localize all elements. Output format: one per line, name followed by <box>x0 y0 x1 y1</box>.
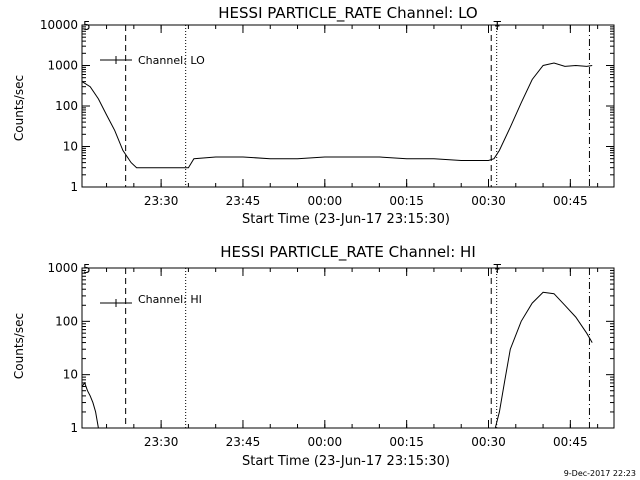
footer-timestamp: 9-Dec-2017 22:23 <box>564 469 636 478</box>
x-tick-label: 23:30 <box>144 194 179 208</box>
panel-lo: HESSI PARTICLE_RATE Channel: LO Start Ti… <box>12 4 615 227</box>
series-line <box>81 62 593 169</box>
x-axis-label: Start Time (23-Jun-17 23:15:30) <box>242 454 450 469</box>
series-line <box>81 381 99 429</box>
x-tick-label: 00:00 <box>308 194 343 208</box>
x-tick-label: 00:30 <box>471 435 506 449</box>
x-tick-label: 00:00 <box>308 435 343 449</box>
x-tick-label: 00:30 <box>471 194 506 208</box>
chart-title: HESSI PARTICLE_RATE Channel: HI <box>220 243 476 262</box>
x-tick-label: 00:15 <box>389 435 424 449</box>
chart-title: HESSI PARTICLE_RATE Channel: LO <box>218 4 477 23</box>
corner-glyph: 5 <box>83 19 91 33</box>
panel-hi: HESSI PARTICLE_RATE Channel: HI Start Ti… <box>12 243 615 469</box>
y-tick-label: 1 <box>70 421 78 435</box>
marker-glyph: Ŧ <box>493 262 502 276</box>
x-axis-label: Start Time (23-Jun-17 23:15:30) <box>242 212 450 227</box>
y-tick-label: 100 <box>55 314 78 328</box>
y-tick-label: 1 <box>70 180 78 194</box>
series-line <box>494 291 593 429</box>
x-tick-label: 00:45 <box>553 194 588 208</box>
y-tick-label: 10 <box>63 140 78 154</box>
x-tick-label: 00:45 <box>553 435 588 449</box>
plot-frame <box>81 24 615 188</box>
plot-frame <box>81 267 615 429</box>
x-tick-label: 23:45 <box>226 194 261 208</box>
y-tick-label: 1000 <box>47 59 78 73</box>
legend-label: Channel: HI <box>138 293 202 306</box>
y-tick-label: 1000 <box>47 261 78 275</box>
corner-glyph: 5 <box>83 262 91 276</box>
marker-glyph: Ŧ <box>493 19 502 33</box>
y-axis-label: Counts/sec <box>12 313 26 379</box>
x-tick-label: 00:15 <box>389 194 424 208</box>
y-axis-label: Counts/sec <box>12 75 26 141</box>
y-tick-label: 10000 <box>40 18 78 32</box>
legend-label: Channel: LO <box>138 54 205 67</box>
y-tick-label: 10 <box>63 368 78 382</box>
y-tick-label: 100 <box>55 99 78 113</box>
x-tick-label: 23:45 <box>226 435 261 449</box>
x-tick-label: 23:30 <box>144 435 179 449</box>
